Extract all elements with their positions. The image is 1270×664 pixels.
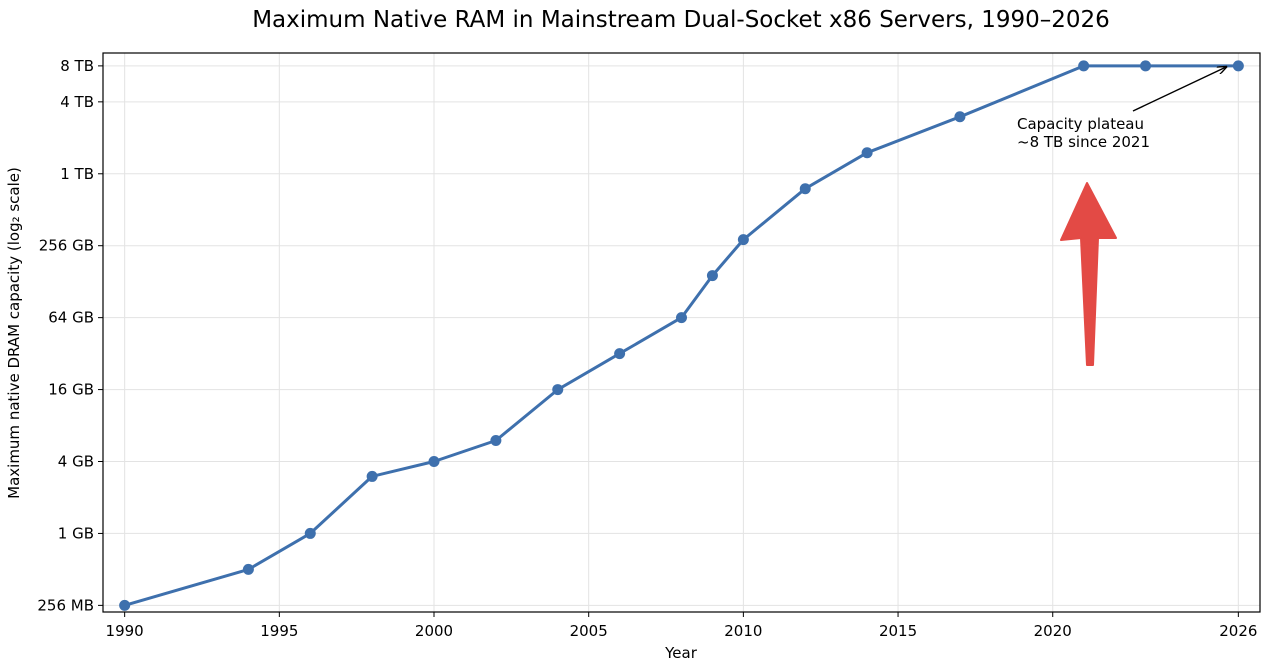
y-axis-label: Maximum native DRAM capacity (log₂ scale… <box>5 167 23 499</box>
x-tick-label: 2005 <box>570 622 608 640</box>
annotation-line-2: ~8 TB since 2021 <box>1017 133 1150 151</box>
x-tick-label: 2000 <box>415 622 453 640</box>
data-point <box>614 348 626 360</box>
annotation-arrow <box>1132 67 1226 112</box>
x-tick-label: 2026 <box>1219 622 1257 640</box>
y-tick-label: 256 GB <box>39 237 94 255</box>
y-tick-label: 8 TB <box>60 57 94 75</box>
data-point <box>366 470 378 482</box>
x-axis-label: Year <box>664 644 698 662</box>
data-point <box>490 434 502 446</box>
data-point <box>242 563 254 575</box>
data-point <box>706 270 718 282</box>
x-tick-label: 1990 <box>106 622 144 640</box>
annotation-line-1: Capacity plateau <box>1017 115 1144 133</box>
annotation: Capacity plateau ~8 TB since 2021 <box>1017 67 1226 366</box>
y-tick-label: 64 GB <box>48 309 94 327</box>
x-tick-label: 2015 <box>879 622 917 640</box>
svg-text:Capacity plateau ~8 TB s: Capacity plateau ~8 TB since 2021 <box>1017 115 1150 151</box>
data-point <box>119 599 131 611</box>
data-point <box>1078 60 1090 72</box>
plot-frame <box>102 52 1261 613</box>
y-tick-label: 1 GB <box>58 524 94 542</box>
y-tick-label: 256 MB <box>37 596 94 614</box>
series-layer <box>119 60 1244 611</box>
y-tick-label: 4 TB <box>60 93 94 111</box>
data-point <box>861 147 873 159</box>
x-tick-label: 1995 <box>260 622 298 640</box>
data-point <box>954 111 966 123</box>
y-tick-label: 1 TB <box>60 165 94 183</box>
data-point <box>799 183 811 195</box>
axis-ticks: 1990 1995 2000 2005 2010 2015 2020 2026 256 MB 1 … <box>37 57 1257 640</box>
data-point <box>1140 60 1152 72</box>
x-tick-label: 2010 <box>724 622 762 640</box>
data-point <box>552 384 564 396</box>
data-point <box>737 234 749 246</box>
y-tick-label: 16 GB <box>48 381 94 399</box>
chart-title: Maximum Native RAM in Mainstream Dual-So… <box>252 7 1110 33</box>
data-point <box>428 456 440 468</box>
data-point <box>1232 60 1244 72</box>
data-point <box>676 312 687 324</box>
red-arrow-icon <box>1060 182 1117 366</box>
data-point <box>304 527 316 539</box>
x-tick-label: 2020 <box>1034 622 1072 640</box>
y-tick-label: 4 GB <box>58 453 94 471</box>
